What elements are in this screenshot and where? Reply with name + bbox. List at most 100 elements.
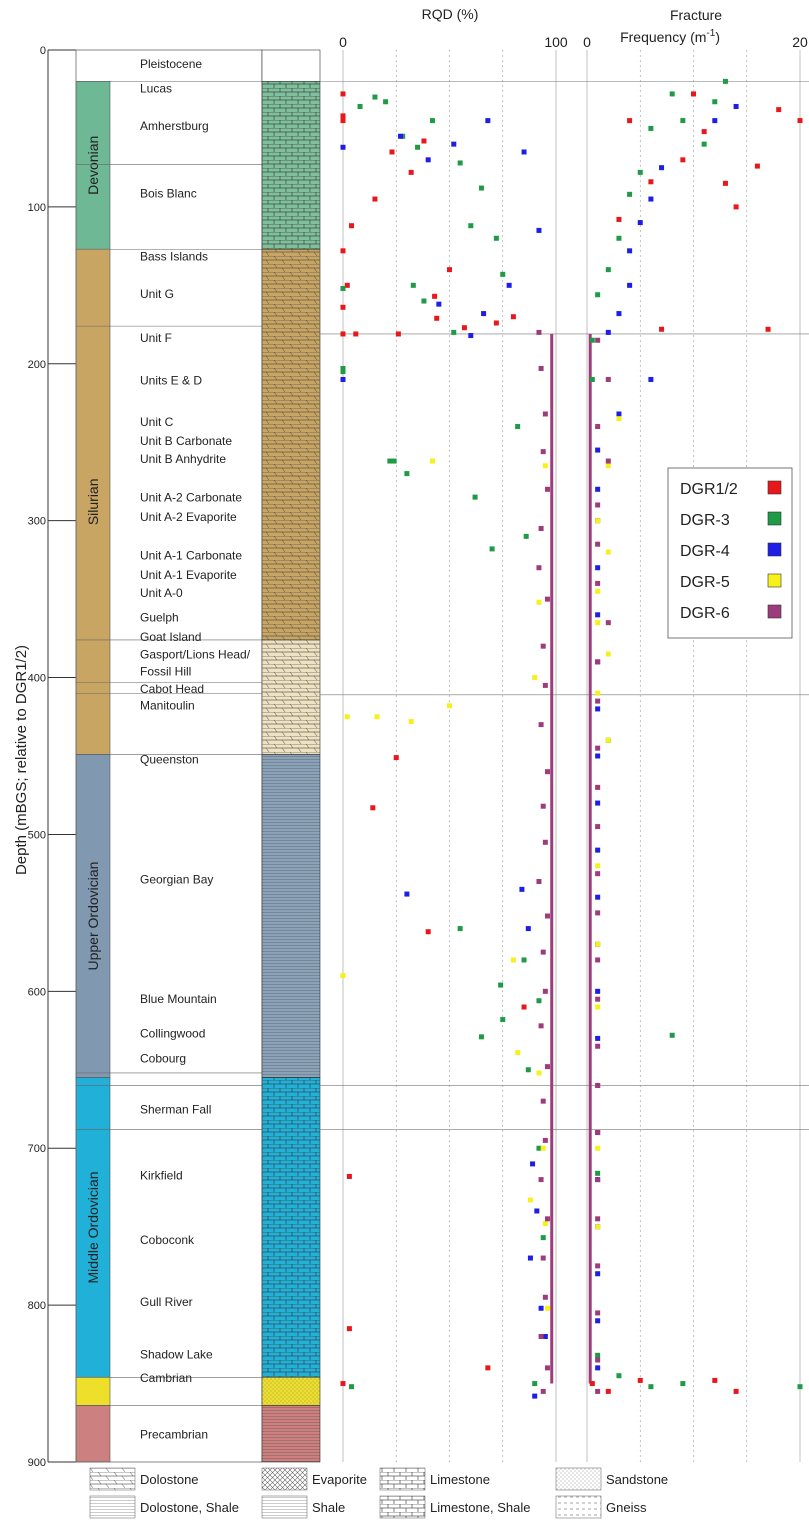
- formation-label: Unit A-2 Evaporite: [140, 510, 237, 524]
- ff-point: [733, 103, 739, 109]
- rqd-point: [540, 1255, 546, 1261]
- ff-point: [605, 463, 611, 469]
- legend-swatch: [767, 573, 782, 588]
- ff-point: [595, 1004, 601, 1010]
- rqd-point: [493, 235, 499, 241]
- ff-point: [595, 518, 601, 524]
- rqd-point: [393, 755, 399, 761]
- ff-point: [595, 1365, 601, 1371]
- rqd-point: [489, 546, 495, 552]
- lithology-column: [261, 49, 321, 1463]
- formation-label: Manitoulin: [140, 699, 195, 713]
- rqd-point: [510, 314, 516, 320]
- rqd-point: [542, 839, 548, 845]
- rqd-point: [370, 805, 376, 811]
- ff-point: [659, 165, 665, 171]
- rqd-point: [540, 803, 546, 809]
- rqd-point: [536, 1145, 542, 1151]
- formation-label: Kirkfield: [140, 1168, 183, 1182]
- rqd-point: [346, 1326, 352, 1332]
- rqd-point: [536, 565, 542, 571]
- rqd-point: [395, 331, 401, 337]
- ff-point: [616, 235, 622, 241]
- ff-point: [589, 376, 595, 382]
- lithology-band: [261, 49, 321, 82]
- lithology-pattern: [262, 639, 320, 755]
- legend-label: DGR-4: [680, 543, 730, 560]
- rqd-point: [340, 973, 346, 979]
- rqd-point: [544, 1305, 550, 1311]
- rqd-point: [408, 169, 414, 175]
- ff-point: [722, 78, 728, 84]
- ff-point: [691, 91, 696, 97]
- rqd-point: [538, 1333, 544, 1339]
- rqd-point: [544, 596, 550, 602]
- rqd-point: [544, 486, 550, 492]
- formation-label: Amherstburg: [140, 119, 209, 133]
- ff-point: [616, 216, 622, 222]
- rqd-point: [353, 331, 359, 337]
- rqd-point: [340, 144, 346, 150]
- plot-area: [320, 50, 809, 1462]
- ff-axis-title-line2: Frequency (m-1): [620, 28, 720, 45]
- lithology-legend-label: Dolostone, Shale: [140, 1500, 239, 1515]
- formation-label: Unit A-2 Carbonate: [140, 491, 242, 505]
- formation-label: Precambrian: [140, 1427, 208, 1441]
- ff-point: [637, 1377, 643, 1383]
- legend: DGR1/2 DGR-3 DGR-4 DGR-5 DGR-6: [667, 467, 793, 639]
- ff-point: [595, 941, 601, 947]
- rqd-point: [340, 118, 346, 124]
- rqd-point: [340, 376, 346, 382]
- ff-point: [701, 129, 707, 135]
- system-band: [75, 1405, 111, 1463]
- formation-label: Pleistocene: [140, 57, 202, 71]
- depth-tick-label: 200: [28, 359, 46, 371]
- rqd-point: [410, 282, 416, 288]
- ff-point: [733, 1388, 739, 1394]
- ff-point: [595, 1224, 601, 1230]
- ff-point: [595, 580, 601, 586]
- lithology-pattern: [262, 754, 320, 1078]
- lithology-swatch-pattern: [380, 1468, 425, 1490]
- ff-point: [669, 1032, 675, 1038]
- rqd-point: [340, 113, 346, 119]
- lithology-pattern: [262, 1405, 320, 1462]
- formation-label: Units E & D: [140, 374, 202, 388]
- ff-point: [595, 1357, 601, 1363]
- formation-label: Sherman Fall: [140, 1102, 211, 1116]
- formation-label: Unit B Carbonate: [140, 434, 232, 448]
- rqd-point: [544, 1365, 550, 1371]
- ff-point: [595, 910, 601, 916]
- rqd-point: [536, 998, 542, 1004]
- ff-point: [595, 1035, 601, 1041]
- ff-point: [712, 1377, 718, 1383]
- rqd-point: [451, 141, 457, 147]
- ff-point: [637, 220, 643, 226]
- depth-axis: Depth (mBGS; relative to DGR1/2) 0 100 200…: [13, 45, 76, 1469]
- depth-tick-label: 400: [28, 673, 46, 685]
- rqd-axis: RQD (%) 0 100: [339, 6, 568, 50]
- formation-label: Goat Island: [140, 630, 201, 644]
- formation-label: Queenston: [140, 752, 199, 766]
- ff-point: [595, 1271, 601, 1277]
- rqd-point: [521, 957, 527, 963]
- formation-label: Unit B Anhydrite: [140, 452, 226, 466]
- ff-point: [595, 871, 601, 877]
- ff-point: [722, 180, 728, 186]
- rqd-point: [340, 365, 346, 371]
- lithology-swatch-pattern: [556, 1468, 601, 1490]
- legend-label: DGR-3: [680, 512, 730, 529]
- ff-point: [595, 541, 601, 547]
- rqd-point: [542, 988, 548, 994]
- ff-point: [797, 1384, 803, 1390]
- ff-point: [605, 549, 611, 555]
- depth-tick-label: 300: [28, 516, 46, 528]
- ff-point: [616, 416, 622, 422]
- rqd-point: [478, 185, 484, 191]
- rqd-point: [515, 1050, 521, 1056]
- ff-point: [605, 651, 611, 657]
- rqd-point: [542, 411, 548, 417]
- rqd-point: [344, 714, 350, 720]
- formation-label: Cobourg: [140, 1051, 186, 1065]
- depth-tick-label: 600: [28, 986, 46, 998]
